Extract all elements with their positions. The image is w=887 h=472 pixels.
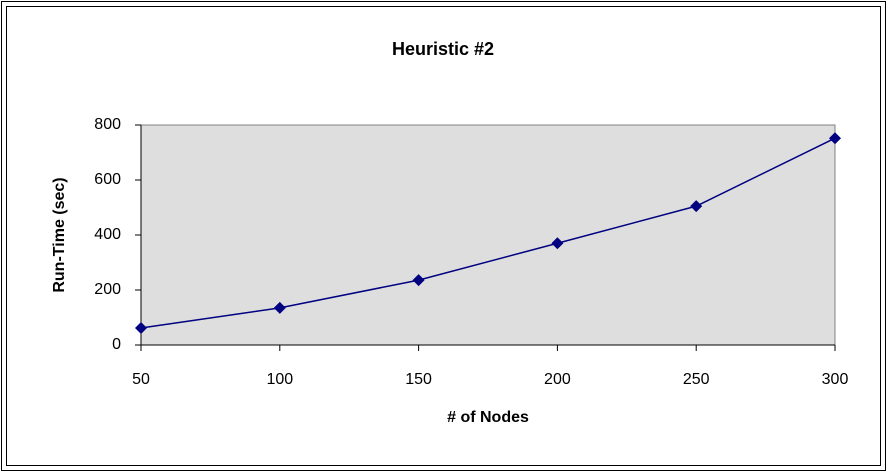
y-axis-label: Run-Time (sec)	[51, 177, 68, 292]
data-point	[273, 301, 286, 314]
chart-title: Heuristic #2	[392, 39, 494, 59]
x-tick-label: 200	[544, 371, 571, 388]
y-tick-label: 200	[94, 281, 121, 298]
data-point	[412, 274, 425, 287]
x-tick-label: 300	[822, 371, 849, 388]
y-tick-label: 600	[94, 171, 121, 188]
x-axis-label: # of Nodes	[447, 409, 529, 426]
plot-area	[140, 124, 836, 346]
inner-frame	[6, 6, 881, 466]
x-tick-label: 250	[683, 371, 710, 388]
data-point	[135, 321, 147, 334]
x-tick-label: 100	[266, 371, 293, 388]
data-point	[690, 200, 703, 213]
data-point	[551, 237, 564, 250]
series-line	[140, 137, 836, 329]
x-tick-label: 50	[132, 371, 150, 388]
x-tick-label: 150	[405, 371, 432, 388]
y-tick-label: 800	[94, 116, 121, 133]
data-point	[829, 132, 841, 145]
y-tick-label: 400	[94, 226, 121, 243]
y-tick-label: 0	[112, 336, 121, 353]
